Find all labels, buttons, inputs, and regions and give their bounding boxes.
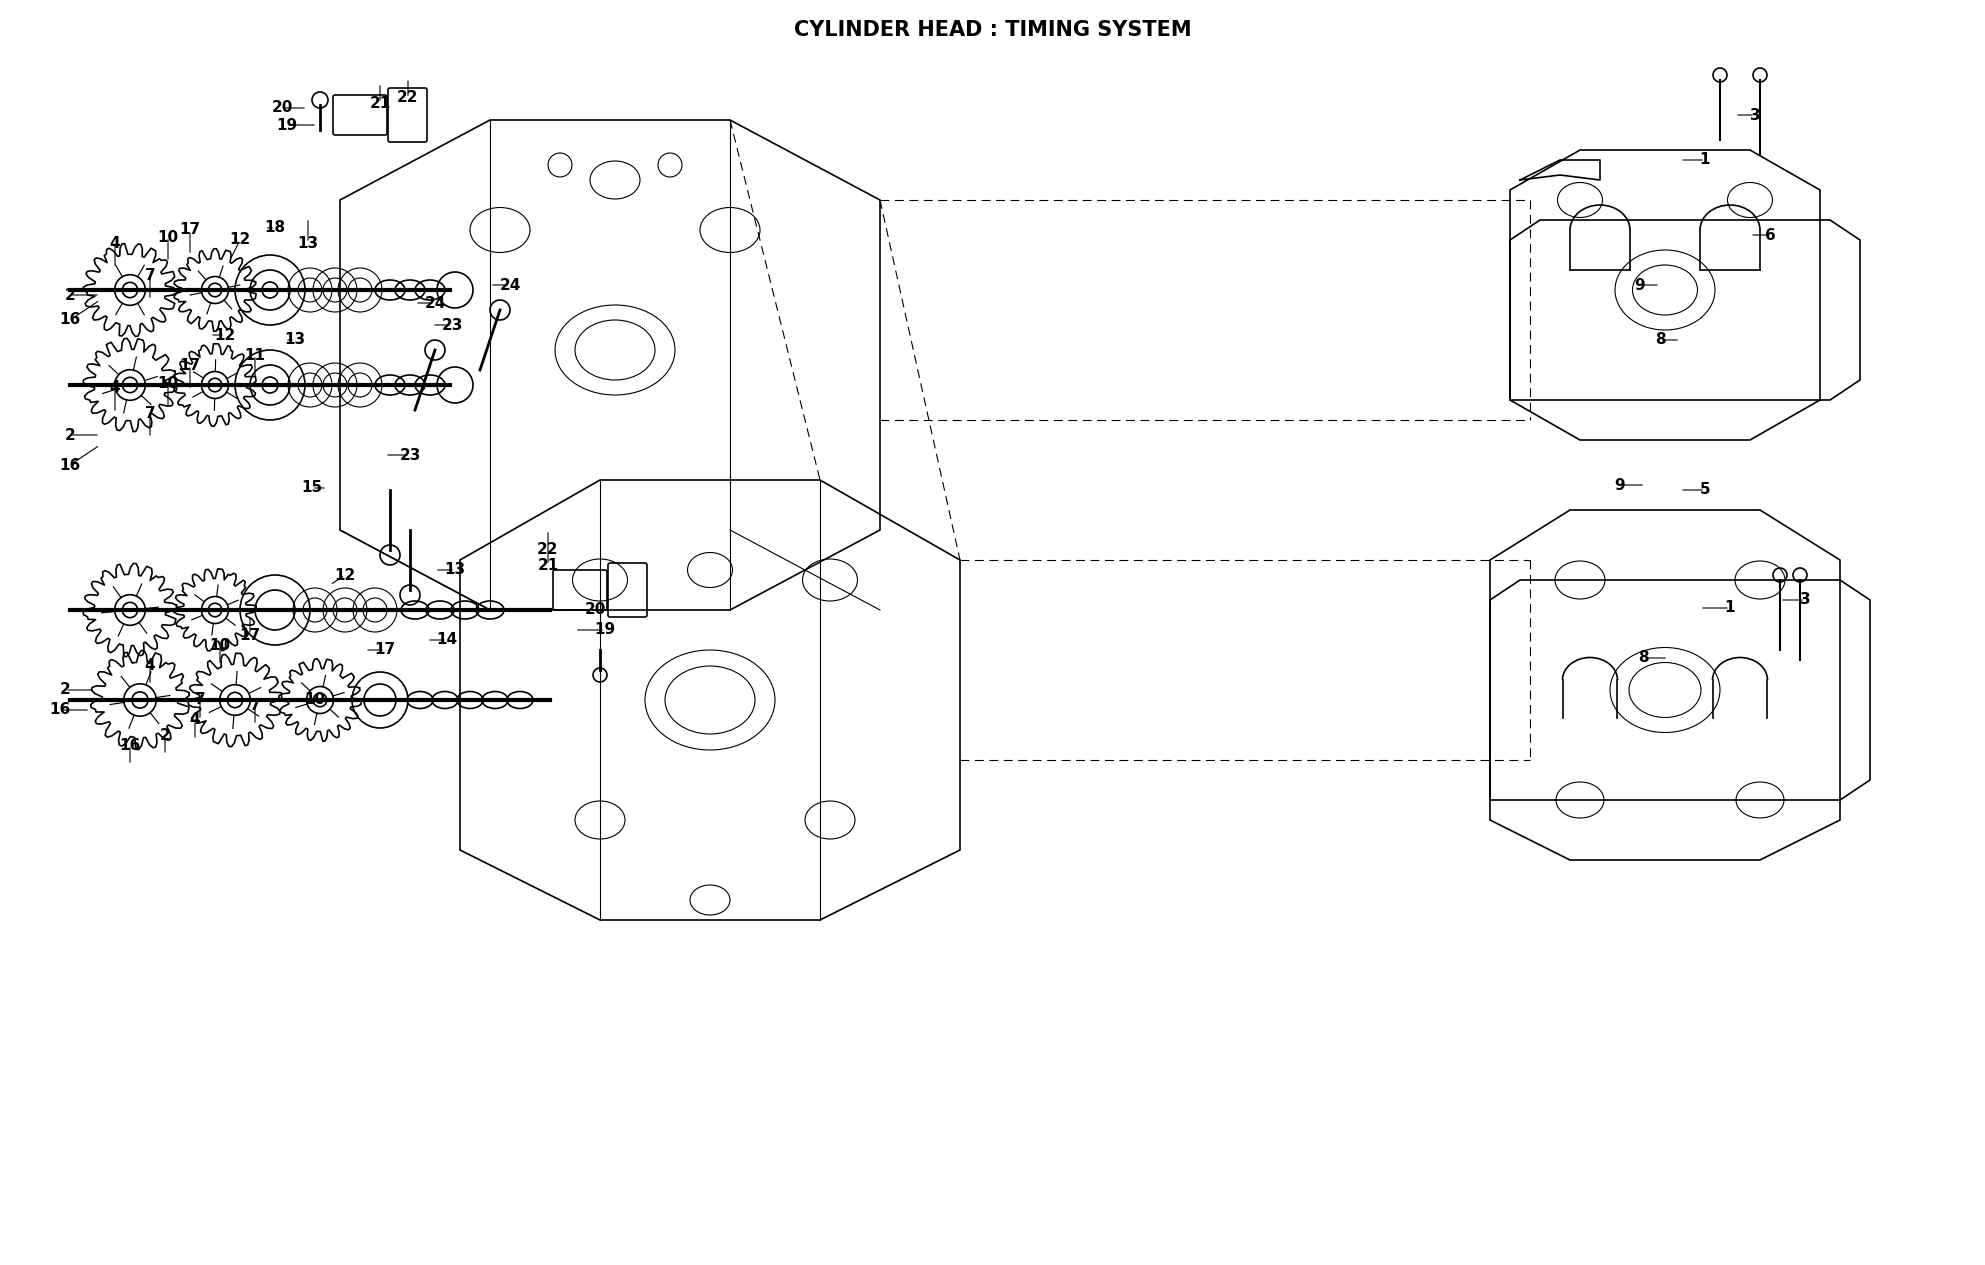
- Text: 23: 23: [399, 448, 421, 463]
- Text: 24: 24: [500, 277, 520, 292]
- Text: 12: 12: [333, 568, 355, 582]
- Text: 1: 1: [1725, 601, 1735, 616]
- Text: 17: 17: [240, 627, 260, 643]
- Text: 21: 21: [538, 558, 558, 573]
- Text: 12: 12: [230, 233, 250, 248]
- Text: 23: 23: [441, 318, 463, 333]
- Text: 21: 21: [369, 95, 391, 110]
- Text: CYLINDER HEAD : TIMING SYSTEM: CYLINDER HEAD : TIMING SYSTEM: [794, 20, 1191, 40]
- Text: 17: 17: [375, 643, 395, 658]
- Text: 22: 22: [397, 91, 419, 105]
- Text: 16: 16: [60, 458, 81, 473]
- Text: 7: 7: [195, 692, 204, 707]
- Text: 10: 10: [157, 229, 179, 244]
- Text: 24: 24: [425, 296, 447, 310]
- Text: 22: 22: [538, 543, 558, 558]
- Text: 13: 13: [284, 333, 306, 348]
- Text: 19: 19: [276, 118, 298, 133]
- Text: 20: 20: [272, 100, 292, 115]
- Text: 8: 8: [1655, 333, 1665, 348]
- Text: 10: 10: [210, 638, 230, 653]
- Text: 17: 17: [179, 223, 200, 238]
- Text: 5: 5: [1699, 482, 1711, 497]
- Text: 8: 8: [1638, 650, 1648, 665]
- Text: 16: 16: [119, 737, 141, 753]
- Text: 9: 9: [1636, 277, 1646, 292]
- Text: 11: 11: [244, 348, 266, 363]
- Text: 14: 14: [437, 632, 459, 648]
- Text: 15: 15: [302, 481, 322, 496]
- Text: 12: 12: [214, 328, 236, 343]
- Text: 19: 19: [594, 622, 615, 638]
- Text: 18: 18: [264, 220, 286, 235]
- Text: 3: 3: [1749, 108, 1761, 123]
- Text: 4: 4: [109, 381, 121, 396]
- Text: 7: 7: [145, 406, 155, 420]
- Text: 16: 16: [60, 312, 81, 328]
- Text: 13: 13: [298, 235, 318, 250]
- Text: 10: 10: [157, 376, 179, 391]
- Text: 2: 2: [60, 683, 69, 697]
- Text: 9: 9: [1614, 477, 1626, 492]
- Text: 7: 7: [145, 267, 155, 282]
- Text: 7: 7: [250, 697, 260, 712]
- Text: 3: 3: [1800, 592, 1810, 607]
- Text: 4: 4: [145, 658, 155, 673]
- Text: 16: 16: [50, 702, 71, 717]
- Text: 2: 2: [66, 287, 75, 302]
- Text: 4: 4: [109, 235, 121, 250]
- Text: 6: 6: [1765, 228, 1775, 243]
- Text: 10: 10: [304, 692, 326, 707]
- Text: 4: 4: [191, 712, 200, 727]
- Text: 2: 2: [159, 727, 171, 743]
- Text: 20: 20: [584, 602, 605, 617]
- Text: 1: 1: [1699, 153, 1711, 167]
- Text: 2: 2: [66, 428, 75, 443]
- Text: 13: 13: [445, 563, 466, 578]
- Text: 17: 17: [179, 358, 200, 372]
